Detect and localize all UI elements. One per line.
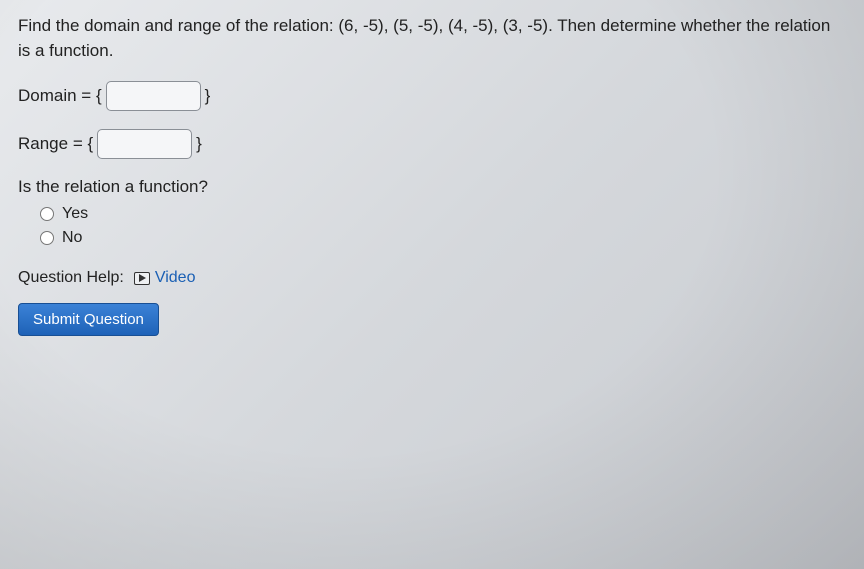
submit-button[interactable]: Submit Question — [18, 303, 159, 336]
help-row: Question Help: Video — [18, 269, 846, 287]
domain-label-prefix: Domain = { — [18, 86, 102, 106]
question-prompt: Find the domain and range of the relatio… — [18, 14, 846, 63]
option-yes-row[interactable]: Yes — [40, 205, 846, 223]
range-label-suffix: } — [196, 134, 202, 154]
option-yes-label: Yes — [62, 205, 88, 223]
video-link[interactable]: Video — [134, 269, 196, 287]
range-row: Range = { } — [18, 129, 846, 159]
video-icon — [134, 272, 150, 285]
option-no-label: No — [62, 229, 82, 247]
option-no-radio[interactable] — [40, 231, 54, 245]
option-yes-radio[interactable] — [40, 207, 54, 221]
video-link-text: Video — [155, 269, 196, 287]
range-label-prefix: Range = { — [18, 134, 93, 154]
range-input[interactable] — [97, 129, 192, 159]
option-no-row[interactable]: No — [40, 229, 846, 247]
domain-label-suffix: } — [205, 86, 211, 106]
function-subprompt: Is the relation a function? — [18, 177, 846, 197]
domain-input[interactable] — [106, 81, 201, 111]
help-label: Question Help: — [18, 269, 124, 287]
domain-row: Domain = { } — [18, 81, 846, 111]
